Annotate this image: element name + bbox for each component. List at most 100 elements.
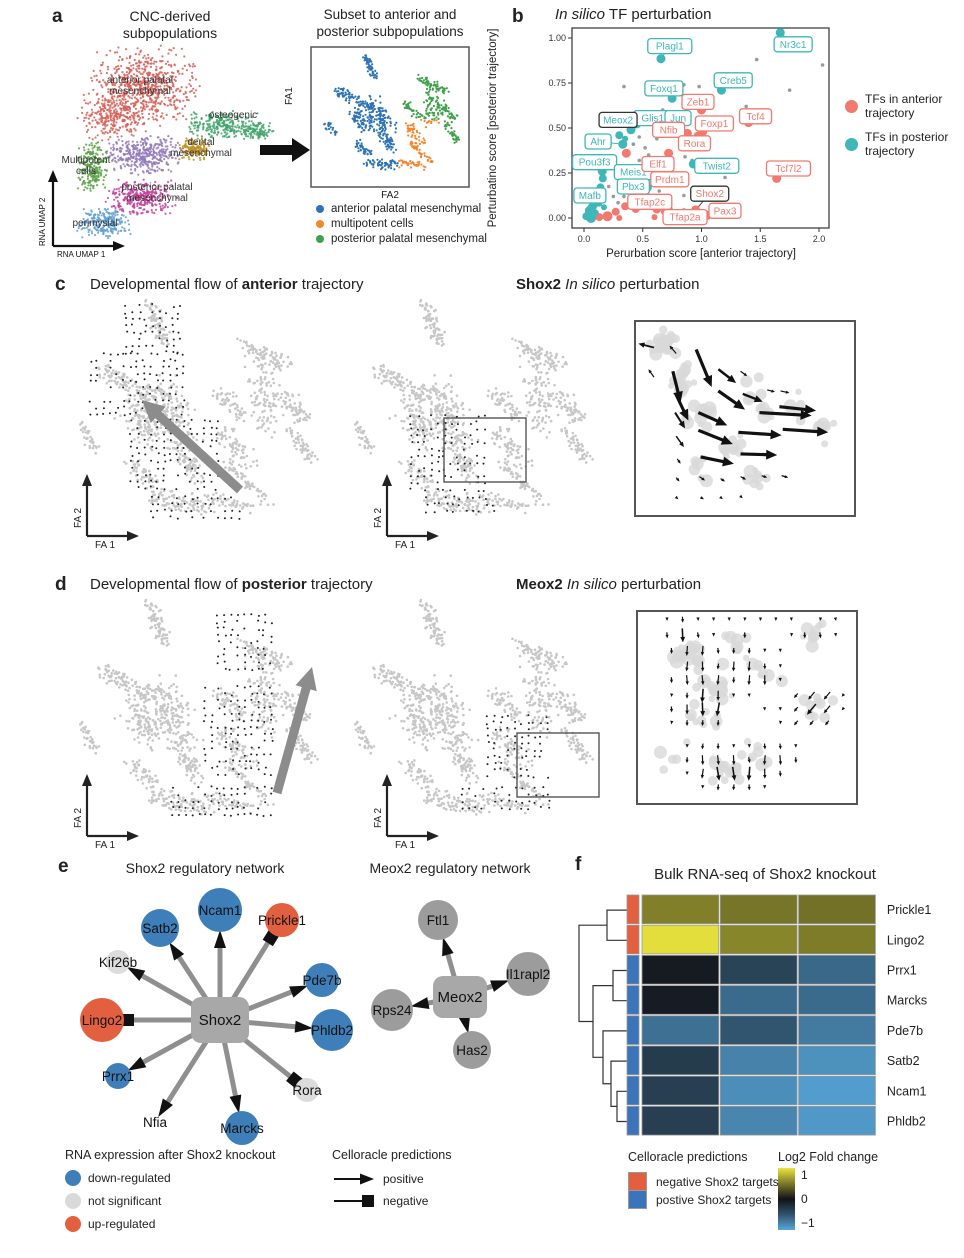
umap-cell-point [96,51,99,54]
cell-point [201,476,205,480]
subset-cell-point [431,118,434,121]
umap-cell-point [134,121,137,124]
subset-cell-point [329,123,332,126]
cell-point [263,492,266,496]
umap-cell-point [90,230,93,233]
umap-cell-point [233,135,236,138]
cell-point [176,449,180,453]
umap-cell-point [167,96,170,99]
umap-cell-point [153,84,156,87]
cell-point [249,511,252,515]
umap-cell-point [198,121,201,124]
umap-cell-point [123,91,126,94]
scatter-ylabel: Perturbatino score [psoterior trajectory… [487,29,499,228]
tf-label: Tfap2a [669,213,701,224]
umap-cell-point [113,188,116,191]
subset-cell-point [412,109,415,112]
umap-cell-point [91,217,94,220]
umap-cell-point [125,128,129,131]
cell-point [169,490,172,493]
cell-point [306,415,309,418]
umap-cell-point [186,146,189,149]
cell-point [234,450,237,454]
subset-cell-point [362,115,365,118]
umap-cell-point [90,142,93,145]
umap-cell-point [229,120,232,123]
umap-cell-point [161,209,164,212]
cell-point [146,430,149,433]
cell-point [274,419,278,423]
cell-point [262,403,266,406]
umap-cell-point [124,98,127,101]
cell-point [191,491,194,495]
umap-cell-point [117,159,120,162]
umap-cell-point [115,188,118,191]
umap-cell-point [150,101,153,104]
umap-cell-point [141,93,144,96]
umap-cell-point [123,80,126,83]
subset-cell-point [409,143,412,146]
umap-cell-point [159,191,162,195]
umap-cell-point [200,117,203,121]
umap-cell-point [87,92,90,95]
cell-point [200,508,204,511]
subset-cell-point [373,130,376,133]
cell-point [158,374,161,377]
umap-cell-point [152,118,155,121]
cell-point [170,384,173,388]
cell-point [298,419,302,423]
subset-cell-point [417,111,420,114]
umap-cell-point [141,67,144,70]
subset-cell-point [438,109,441,112]
umap-cell-point [169,140,172,144]
velocity-dot [122,352,125,355]
umap-cell-point [118,190,121,193]
cell-point [258,348,262,352]
cell-point [167,502,171,505]
subset-cell-point [426,82,430,85]
subset-cell-point [329,126,332,129]
umap-cell-point [156,166,159,169]
umap-cell-point [160,188,163,192]
cell-point [147,316,151,320]
subset-cell-point [435,119,438,122]
subset-cell-point [410,115,413,118]
umap-cell-point [115,99,118,102]
umap-cell-point [130,160,133,163]
umap-cell-point [128,149,132,152]
cell-point [174,420,178,424]
umap-cell-point [116,118,119,121]
umap-cell-point [195,129,198,132]
umap-cell-point [119,164,122,168]
subset-cell-point [389,136,392,139]
subset-axis-x: FA2 [381,190,399,201]
umap-cell-point [144,163,147,166]
cell-point [107,369,110,373]
subset-cell-point [366,116,369,119]
umap-cell-point [93,216,96,219]
cell-point [165,392,168,396]
subset-cell-point [414,134,417,137]
umap-cell-point [135,68,138,71]
umap-cell-point [192,87,195,90]
cell-point [244,486,247,490]
cell-point [145,390,149,393]
umap-cell-point [93,164,96,168]
subset-cell-point [394,123,397,126]
subset-cell-point [371,110,374,113]
umap-cell-point [114,209,117,212]
velocity-dot [143,318,146,321]
umap-cell-point [112,191,115,195]
umap-cell-point [109,49,112,52]
subset-cell-point [363,149,366,152]
cell-point [253,400,257,404]
cell-point [306,444,309,448]
cell-point [79,428,83,432]
umap-cell-point [112,149,115,152]
tf-label: Meox2 [603,115,633,126]
umap-cell-point [120,81,123,85]
cell-point [234,442,238,445]
umap-cell-point [248,125,251,128]
umap-cell-point [242,125,245,128]
umap-cell-point [86,187,89,190]
